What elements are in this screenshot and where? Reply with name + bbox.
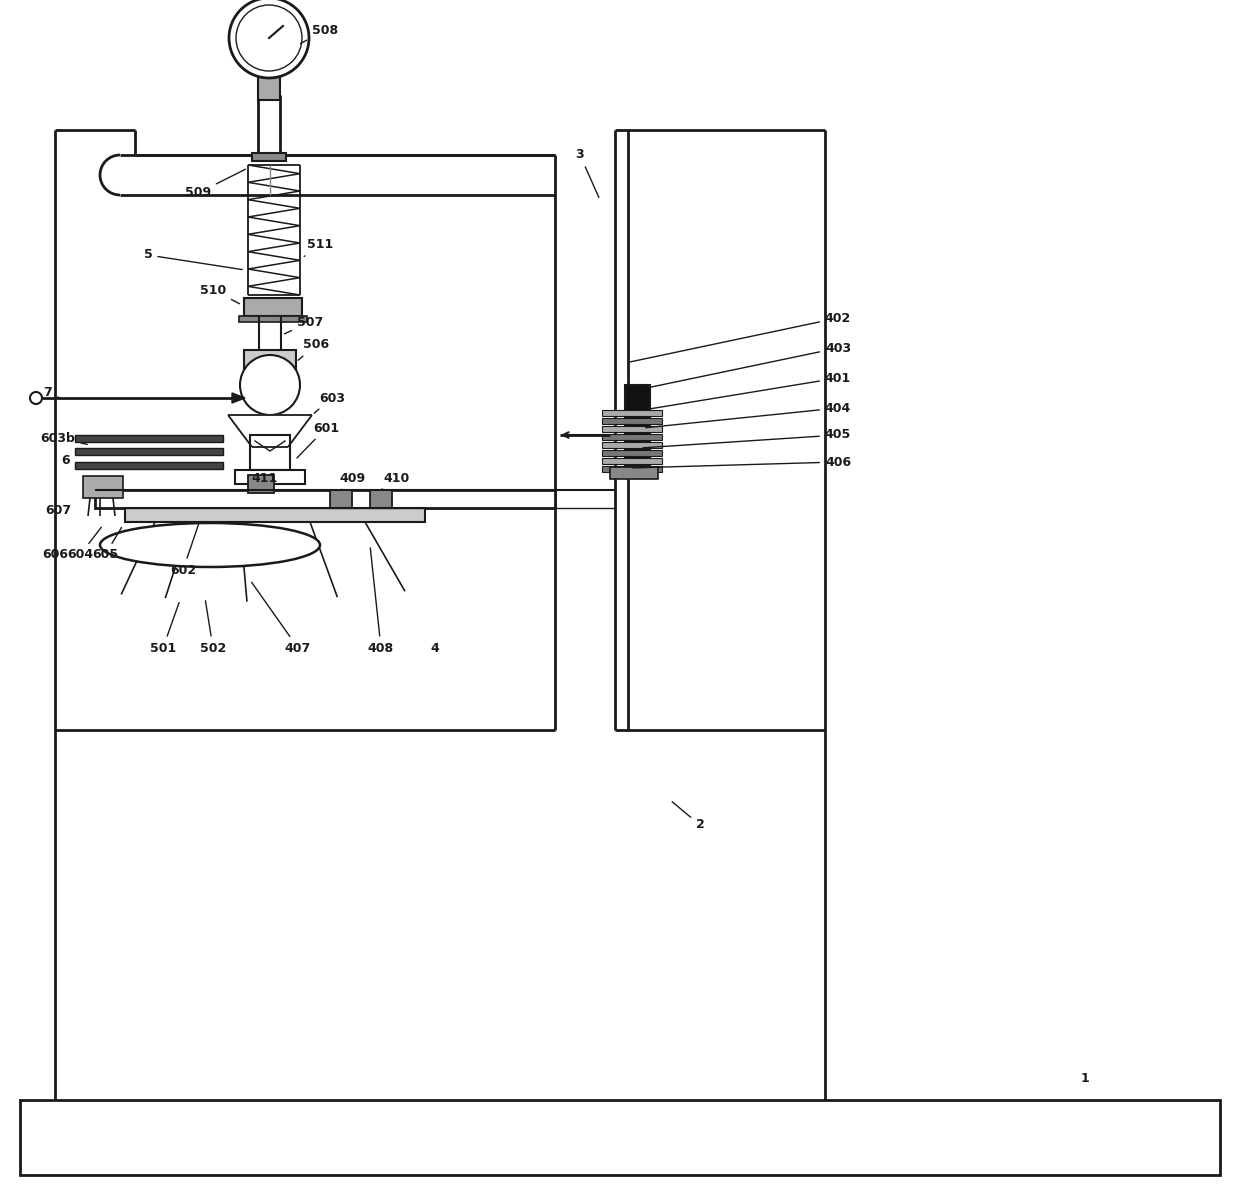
Bar xyxy=(601,425,662,433)
Bar xyxy=(601,466,662,472)
Text: 605: 605 xyxy=(92,527,122,562)
Text: 509: 509 xyxy=(185,169,246,199)
Text: 7: 7 xyxy=(43,386,60,399)
Text: 501: 501 xyxy=(150,603,179,654)
Bar xyxy=(248,475,274,493)
Bar xyxy=(601,442,662,448)
Text: 402: 402 xyxy=(627,312,851,363)
Bar xyxy=(601,450,662,456)
Polygon shape xyxy=(232,393,246,403)
Text: 506: 506 xyxy=(298,339,329,360)
Bar xyxy=(601,434,662,440)
Bar xyxy=(236,470,305,483)
Polygon shape xyxy=(228,415,312,447)
Text: 507: 507 xyxy=(284,315,324,334)
Text: 601: 601 xyxy=(296,422,339,459)
Bar xyxy=(252,153,286,161)
Text: 410: 410 xyxy=(381,472,410,491)
Text: 502: 502 xyxy=(200,601,226,654)
Bar xyxy=(244,350,296,370)
Bar xyxy=(601,418,662,424)
Bar xyxy=(239,316,308,322)
Bar xyxy=(20,1100,1220,1176)
Text: 408: 408 xyxy=(368,547,394,654)
Text: 511: 511 xyxy=(304,238,334,256)
Bar xyxy=(74,448,223,455)
Circle shape xyxy=(30,392,42,404)
Bar xyxy=(370,491,392,512)
Text: 603b: 603b xyxy=(41,431,87,444)
Ellipse shape xyxy=(100,523,320,566)
Bar xyxy=(83,476,123,498)
Bar xyxy=(601,410,662,416)
Text: 407: 407 xyxy=(252,582,311,654)
Bar xyxy=(601,457,662,465)
Text: 403: 403 xyxy=(640,341,851,390)
Text: 1: 1 xyxy=(1080,1071,1090,1084)
Text: 405: 405 xyxy=(642,429,851,448)
Bar xyxy=(74,435,223,442)
Text: 603: 603 xyxy=(314,391,345,414)
Circle shape xyxy=(241,356,300,415)
Bar xyxy=(610,467,658,479)
Circle shape xyxy=(236,5,303,71)
Text: 3: 3 xyxy=(575,148,599,198)
Bar xyxy=(625,385,650,465)
Circle shape xyxy=(229,0,309,78)
Text: 510: 510 xyxy=(200,283,239,303)
Bar xyxy=(258,55,280,100)
Text: 602: 602 xyxy=(170,523,200,576)
Bar xyxy=(95,491,556,508)
Bar xyxy=(125,508,425,523)
Text: 508: 508 xyxy=(300,24,339,44)
Text: 411: 411 xyxy=(252,472,278,491)
Bar xyxy=(250,435,290,470)
Bar xyxy=(244,297,303,316)
Text: 604: 604 xyxy=(67,527,102,562)
Text: 406: 406 xyxy=(632,455,851,468)
Text: 401: 401 xyxy=(646,372,851,410)
Text: 607: 607 xyxy=(45,504,71,517)
Text: 404: 404 xyxy=(646,402,851,428)
Text: 606: 606 xyxy=(42,549,68,562)
Bar xyxy=(252,370,288,378)
Bar xyxy=(330,491,352,512)
Text: 2: 2 xyxy=(672,802,704,832)
Bar xyxy=(74,462,223,469)
Text: 6: 6 xyxy=(62,454,71,467)
Text: 409: 409 xyxy=(340,472,366,491)
Text: 5: 5 xyxy=(144,249,242,269)
Text: 4: 4 xyxy=(430,641,439,654)
